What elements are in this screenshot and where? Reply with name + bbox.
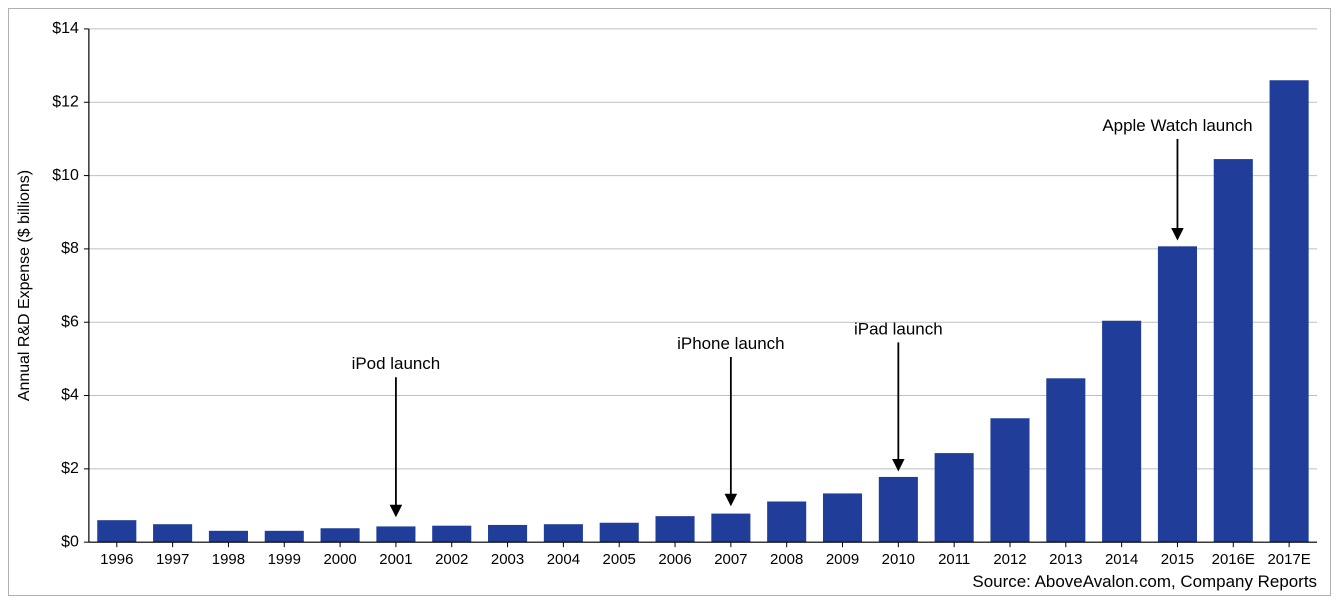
x-tick-label: 2012: [993, 551, 1026, 568]
bar: [935, 453, 974, 542]
x-tick-label: 1997: [156, 551, 189, 568]
bar: [488, 525, 527, 542]
y-axis-title: Annual R&D Expense ($ billions): [16, 170, 33, 401]
bar: [209, 531, 248, 542]
x-tick-label: 2001: [379, 551, 412, 568]
bar: [153, 524, 192, 542]
x-tick-label: 2004: [547, 551, 580, 568]
bar: [376, 526, 415, 542]
x-tick-label: 2016E: [1212, 551, 1255, 568]
bar: [1102, 321, 1141, 542]
y-tick-label: $4: [61, 387, 79, 404]
bar: [265, 531, 304, 542]
y-tick-label: $0: [61, 533, 79, 550]
bar: [1214, 159, 1253, 542]
annotation-label: iPhone launch: [677, 334, 784, 353]
x-tick-label: 2015: [1161, 551, 1194, 568]
x-tick-label: 2011: [938, 551, 970, 568]
x-tick-label: 2008: [770, 551, 803, 568]
chart-frame: $0 $2 $4 $6 $8 $10 $12 $14 1996 1997 1998 1999 2000 2…: [0, 0, 1339, 604]
y-tick-label: $14: [52, 20, 79, 37]
x-tick-label: 2013: [1049, 551, 1082, 568]
bar: [600, 523, 639, 542]
bar: [711, 514, 750, 543]
bar: [655, 516, 694, 542]
bar: [823, 493, 862, 542]
y-tick-label: $8: [61, 240, 79, 257]
x-tick-label: 2017E: [1267, 551, 1310, 568]
x-tick-label: 2007: [714, 551, 747, 568]
x-tick-label: 2003: [491, 551, 524, 568]
x-tick-label: 2010: [882, 551, 915, 568]
x-tick-label: 2000: [323, 551, 356, 568]
bar: [97, 520, 136, 542]
x-tick-label: 1998: [212, 551, 245, 568]
chart-inner-border: $0 $2 $4 $6 $8 $10 $12 $14 1996 1997 1998 1999 2000 2…: [8, 8, 1331, 596]
x-tick-label: 2009: [826, 551, 859, 568]
y-tick-label: $6: [61, 313, 79, 330]
bar-chart: $0 $2 $4 $6 $8 $10 $12 $14 1996 1997 1998 1999 2000 2…: [9, 9, 1330, 595]
x-tick-label: 2002: [435, 551, 468, 568]
bar: [544, 524, 583, 542]
bar: [767, 501, 806, 542]
bar: [990, 418, 1029, 542]
x-tick-label: 2006: [658, 551, 691, 568]
y-tick-label: $12: [52, 93, 79, 110]
x-tick-label: 1999: [268, 551, 301, 568]
annotation-label: iPod launch: [352, 354, 441, 373]
annotation-label: iPad launch: [854, 319, 943, 338]
source-text: Source: AboveAvalon.com, Company Reports: [972, 572, 1317, 591]
bar: [432, 526, 471, 542]
bar: [1158, 246, 1197, 542]
bar: [321, 528, 360, 542]
annotation-label: Apple Watch launch: [1102, 116, 1252, 135]
bar: [1270, 80, 1309, 542]
x-tick-label: 2005: [603, 551, 636, 568]
bar: [1046, 378, 1085, 542]
x-tick-label: 1996: [100, 551, 133, 568]
y-tick-label: $2: [61, 460, 79, 477]
bar: [879, 477, 918, 542]
x-tick-label: 2014: [1105, 551, 1138, 568]
y-tick-label: $10: [52, 167, 79, 184]
